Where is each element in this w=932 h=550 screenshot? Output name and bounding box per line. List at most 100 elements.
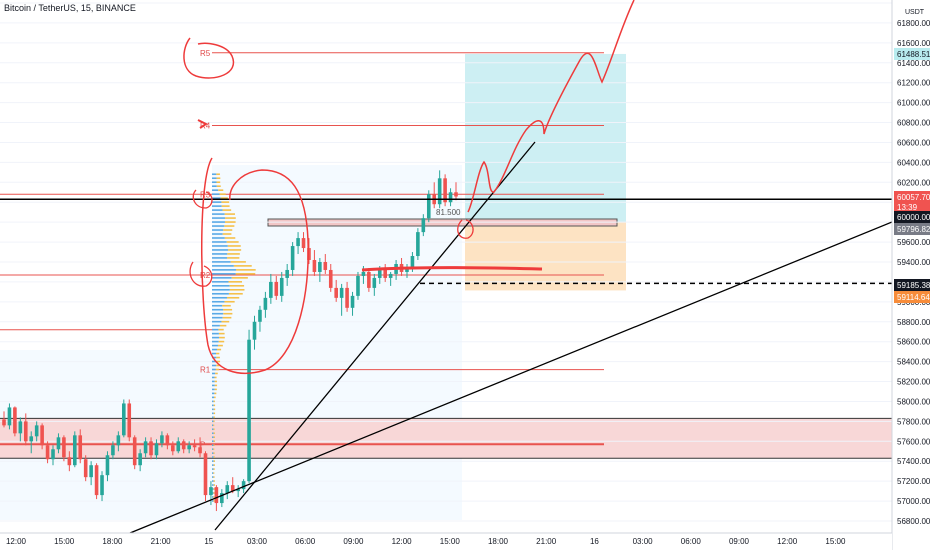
candle-body (132, 437, 137, 466)
candle-body (263, 297, 268, 310)
profile-bar-blue (212, 460, 214, 462)
profile-bar-yellow (213, 420, 215, 423)
pivot-label-r2: R2 (200, 271, 211, 280)
profile-bar-yellow (213, 432, 215, 435)
time-tick-label: 15:00 (825, 537, 846, 546)
profile-bar-blue (212, 396, 215, 399)
time-tick-label: 15:00 (54, 537, 75, 546)
profile-bar-yellow (224, 221, 236, 223)
profile-bar-blue (212, 356, 217, 359)
profile-bar-yellow (213, 476, 215, 478)
profile-bar-yellow (213, 452, 215, 454)
profile-bar-yellow (213, 464, 215, 466)
profile-bar-blue (212, 476, 214, 478)
profile-bar-blue (212, 205, 222, 207)
candle-body (426, 194, 431, 219)
badge-countdown: 13:39 (897, 203, 918, 212)
profile-bar-yellow (228, 249, 242, 251)
profile-bar-yellow (224, 300, 235, 303)
profile-bar-yellow (213, 496, 215, 498)
profile-bar-yellow (222, 209, 232, 211)
profile-bar-blue (212, 416, 214, 419)
badge-countdown-bg (894, 201, 930, 213)
profile-bar-yellow (217, 344, 223, 347)
profile-bar-blue (212, 496, 214, 498)
profile-bar-blue (212, 320, 222, 323)
profile-bar-blue (212, 452, 214, 454)
profile-bar-yellow (233, 265, 252, 267)
candle-body (2, 419, 6, 426)
pivot-label-r3: R3 (200, 190, 211, 199)
profile-bar-yellow (218, 340, 225, 343)
profile-bar-yellow (213, 492, 215, 494)
profile-bar-blue (212, 237, 225, 239)
profile-bar-yellow (213, 500, 215, 502)
profile-bar-yellow (228, 281, 243, 283)
candle-body (111, 445, 115, 456)
profile-bar-yellow (227, 245, 241, 247)
profile-bar-yellow (225, 217, 236, 219)
time-tick-label: 03:00 (633, 537, 654, 546)
stop-zone (465, 222, 626, 291)
candle-body (187, 445, 191, 450)
profile-bar-yellow (231, 277, 248, 279)
candle-body (176, 441, 181, 452)
profile-bar-yellow (235, 273, 256, 275)
profile-bar-yellow (216, 177, 221, 180)
price-tick-label: 56800.00 (897, 517, 931, 526)
profile-bar-yellow (213, 448, 215, 450)
price-tick-label: 58400.00 (897, 358, 931, 367)
time-tick-label: 03:00 (247, 537, 268, 546)
candle-body (138, 453, 142, 466)
profile-bar-yellow (213, 468, 215, 470)
price-tick-label: 60800.00 (897, 119, 931, 128)
profile-bar-blue (212, 185, 217, 187)
profile-bar-blue (212, 201, 222, 203)
time-tick-label: 12:00 (6, 537, 27, 546)
profile-bar-blue (212, 308, 224, 311)
profile-bar-yellow (213, 428, 215, 431)
pivot-levels-layer: R5R4R3R2R1P (0, 49, 892, 459)
candle-body (421, 218, 426, 233)
order-block-label: 81.500 (436, 208, 461, 217)
profile-bar-blue (212, 292, 229, 295)
badge-59185-bg (894, 279, 930, 291)
profile-bar-yellow (216, 352, 220, 355)
profile-bar-blue (212, 265, 234, 267)
profile-bar-yellow (214, 380, 217, 383)
profile-bar-blue (212, 364, 217, 367)
profile-bar-blue (212, 436, 214, 439)
profile-bar-blue (212, 285, 230, 287)
profile-bar-yellow (226, 296, 240, 299)
candle-body (209, 487, 213, 496)
profile-bar-blue (212, 360, 217, 363)
candle-body (165, 435, 170, 446)
profile-bar-blue (212, 388, 215, 391)
profile-bar-blue (212, 209, 223, 211)
price-tick-label: 58200.00 (897, 378, 931, 387)
pivot-label-r5: R5 (200, 49, 211, 58)
candle-body (241, 481, 246, 490)
profile-bar-yellow (227, 257, 240, 259)
candle-body (383, 269, 388, 278)
time-tick-label: 18:00 (102, 537, 123, 546)
ink-circle-r3 (192, 189, 213, 209)
profile-bar-blue (212, 340, 219, 343)
profile-bar-blue (212, 444, 214, 446)
ink-circle-r2 (189, 261, 213, 287)
badge-last-price: 60057.70 (897, 193, 931, 202)
profile-bar-yellow (229, 285, 245, 287)
profile-bar-blue (212, 344, 218, 347)
candle-body (154, 443, 159, 456)
price-tick-label: 57200.00 (897, 477, 931, 486)
profile-bar-yellow (213, 456, 215, 458)
profile-bar-blue (212, 193, 220, 195)
profile-bar-yellow (213, 480, 215, 482)
candle-body (290, 246, 295, 270)
ink-circle-profile (201, 157, 309, 374)
profile-bar-yellow (219, 324, 227, 327)
candle-body (388, 273, 393, 278)
profile-bar-blue (212, 261, 231, 263)
